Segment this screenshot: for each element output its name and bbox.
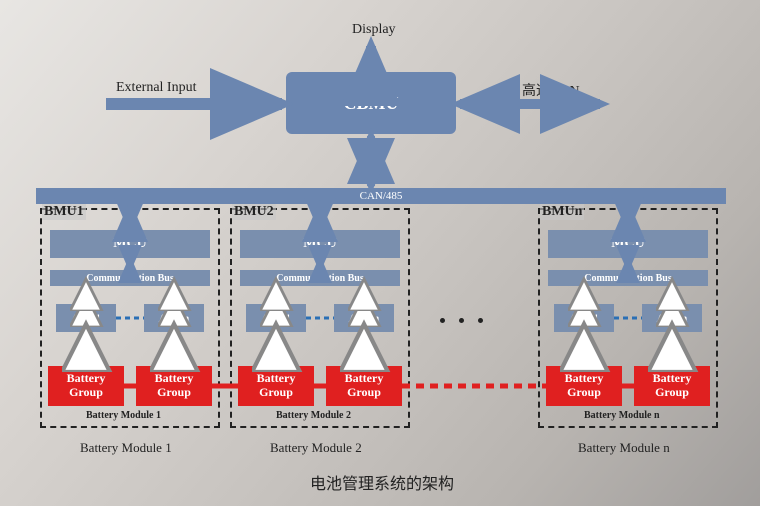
bmu2-commbus: Communication Bus (240, 270, 400, 286)
bmu1-commbus: Communication Bus (50, 270, 210, 286)
bmu1-battery2: Battery Group (136, 366, 212, 406)
bmun-module-inner-label: Battery Module n (584, 410, 660, 421)
bmu2-afen: AFEn (334, 304, 394, 332)
bmu1-afe1: AFE1 (56, 304, 116, 332)
bmu2-battery2: Battery Group (326, 366, 402, 406)
bmun-battery1: Battery Group (546, 366, 622, 406)
display-label: Display (352, 22, 396, 38)
bmu1-module-inner-label: Battery Module 1 (86, 410, 161, 421)
bmu1-mcu: MCU (50, 230, 210, 258)
module2-outer-label: Battery Module 2 (270, 440, 362, 456)
cbmu-block: CBMU (286, 72, 456, 134)
bmu1-battery1: Battery Group (48, 366, 124, 406)
bmun-commbus: Communication Bus (548, 270, 708, 286)
bmu2-mcu: MCU (240, 230, 400, 258)
can485-bus: CAN/485 (36, 188, 726, 204)
bmun-battery2: Battery Group (634, 366, 710, 406)
highspeed-can-label: 高速CAN (522, 80, 580, 100)
module1-outer-label: Battery Module 1 (80, 440, 172, 456)
bmu2-module-inner-label: Battery Module 2 (276, 410, 351, 421)
bus-label: CAN/485 (360, 190, 403, 202)
modulen-outer-label: Battery Module n (578, 440, 670, 456)
ellipsis-dots (440, 318, 483, 323)
bmu2-afe1: AFE1 (246, 304, 306, 332)
bmun-afen: AFEn (642, 304, 702, 332)
diagram-caption: 电池管理系统的架构 (310, 470, 454, 494)
bmun-title: BMUn (540, 204, 584, 220)
bmu2-battery1: Battery Group (238, 366, 314, 406)
bmu2-title: BMU2 (232, 204, 276, 220)
bmu1-afen: AFEn (144, 304, 204, 332)
external-input-label: External Input (116, 80, 196, 96)
bmun-mcu: MCU (548, 230, 708, 258)
bmun-afe1: AFE1 (554, 304, 614, 332)
bmu1-title: BMU1 (42, 204, 86, 220)
